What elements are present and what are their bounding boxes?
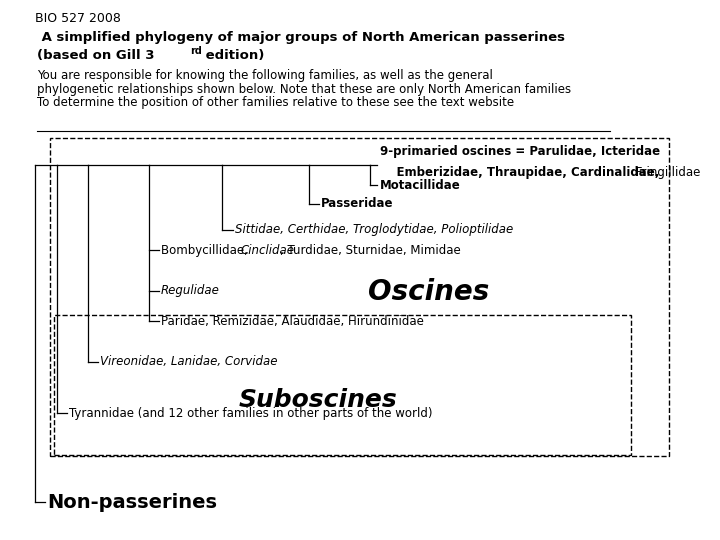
Text: 9-primaried oscines = Parulidae, Icteridae: 9-primaried oscines = Parulidae, Icterid… — [380, 145, 660, 158]
Text: You are responsible for knowing the following families, as well as the general: You are responsible for knowing the foll… — [37, 69, 492, 82]
Text: Fringillidae: Fringillidae — [632, 166, 701, 179]
Text: Oscines: Oscines — [368, 278, 489, 306]
Text: A simplified phylogeny of major groups of North American passerines: A simplified phylogeny of major groups o… — [37, 31, 564, 44]
Text: , Turdidae, Sturnidae, Mimidae: , Turdidae, Sturnidae, Mimidae — [280, 244, 461, 256]
Text: rd: rd — [190, 46, 202, 57]
Text: Tyrannidae (and 12 other families in other parts of the world): Tyrannidae (and 12 other families in oth… — [69, 407, 433, 420]
Text: phylogenetic relationships shown below. Note that these are only North American : phylogenetic relationships shown below. … — [37, 83, 571, 96]
Text: edition): edition) — [201, 49, 264, 62]
Text: Passeridae: Passeridae — [321, 197, 394, 210]
Text: To determine the position of other families relative to these see the text websi: To determine the position of other famil… — [37, 96, 514, 109]
Text: Emberizidae, Thraupidae, Cardinalidae,: Emberizidae, Thraupidae, Cardinalidae, — [380, 166, 660, 179]
Text: Bombycillidae,: Bombycillidae, — [161, 244, 251, 256]
Text: Sittidae, Certhidae, Troglodytidae, Polioptilidae: Sittidae, Certhidae, Troglodytidae, Poli… — [235, 223, 513, 236]
Text: Motacillidae: Motacillidae — [380, 179, 461, 192]
Text: Suboscines: Suboscines — [238, 388, 397, 411]
Text: BIO 527 2008: BIO 527 2008 — [35, 12, 120, 25]
Text: Regulidae: Regulidae — [161, 284, 220, 297]
Text: Cinclidae: Cinclidae — [240, 244, 294, 256]
Text: Non-passerines: Non-passerines — [47, 492, 217, 512]
Text: Paridae, Remizidae, Alaudidae, Hirundinidae: Paridae, Remizidae, Alaudidae, Hirundini… — [161, 315, 424, 328]
Text: (based on Gill 3: (based on Gill 3 — [37, 49, 154, 62]
Bar — [54, 315, 631, 455]
Text: Vireonidae, Lanidae, Corvidae: Vireonidae, Lanidae, Corvidae — [100, 355, 278, 368]
Bar — [50, 138, 669, 456]
